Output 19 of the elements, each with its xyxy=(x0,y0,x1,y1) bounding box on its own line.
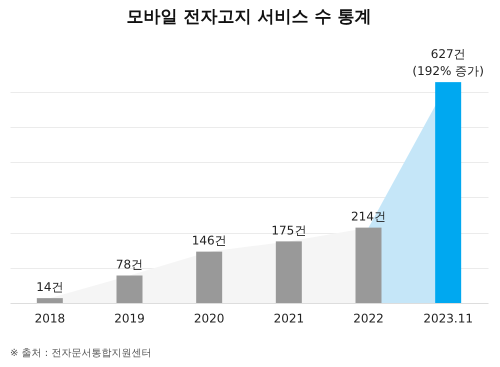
bar xyxy=(36,298,63,303)
x-tick-label: 2020 xyxy=(194,312,224,326)
data-label: 175건 xyxy=(271,223,306,238)
bar xyxy=(276,241,302,303)
x-tick-label: 2018 xyxy=(34,312,66,326)
bar xyxy=(196,252,222,303)
x-tick-label: 2023.11 xyxy=(423,312,473,326)
data-label: 14건 xyxy=(36,280,64,294)
data-label: 146건 xyxy=(192,234,227,248)
text: ※ 출처 : 전자문서통합지원센터 xyxy=(10,348,152,359)
bar xyxy=(116,276,142,303)
data-label: 78건 xyxy=(116,258,144,272)
x-tick-label: 2022 xyxy=(353,312,384,326)
x-tick-label: 2021 xyxy=(274,312,304,326)
bar xyxy=(356,228,382,303)
data-label: 214건 xyxy=(351,210,386,224)
chart-title: 모바일 전자고지 서비스 수 통계 xyxy=(126,7,372,28)
x-tick-label: 2019 xyxy=(114,312,145,326)
text: 627건 (192% 증가) xyxy=(412,47,484,78)
